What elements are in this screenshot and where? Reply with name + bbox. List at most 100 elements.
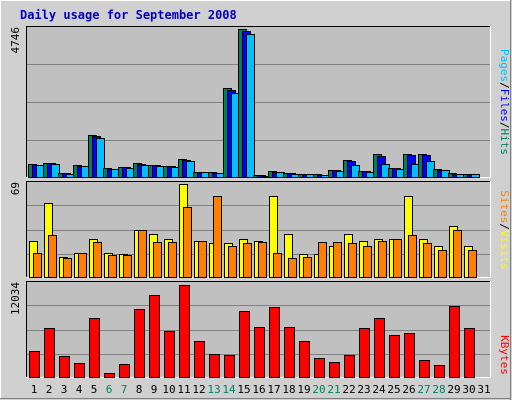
- x-tick-label: 10: [162, 383, 175, 396]
- bar-sites: [273, 253, 282, 278]
- bar-sites: [468, 250, 477, 278]
- bar-sites: [288, 258, 297, 278]
- bar-sites: [168, 242, 177, 278]
- legend-entry: Hits: [498, 129, 511, 156]
- x-tick-label: 15: [237, 383, 250, 396]
- legend-entry: Visits: [498, 230, 511, 270]
- bar-kbytes: [149, 295, 160, 378]
- legend-entry: Pages: [498, 49, 511, 82]
- bar-kbytes: [239, 311, 250, 378]
- bar-kbytes: [119, 364, 130, 378]
- x-tick-label: 2: [46, 383, 53, 396]
- legend-top: Pages/Files/Hits: [498, 49, 511, 155]
- bar-sites: [198, 241, 207, 278]
- x-tick-label: 28: [432, 383, 445, 396]
- bar-kbytes: [29, 351, 40, 378]
- x-tick-label: 12: [192, 383, 205, 396]
- bar-kbytes: [179, 285, 190, 378]
- x-tick-label: 26: [402, 383, 415, 396]
- x-tick-label: 8: [136, 383, 143, 396]
- bar-sites: [153, 242, 162, 278]
- bar-kbytes: [44, 328, 55, 378]
- panel-bottom: 12034 KBytes: [9, 281, 511, 378]
- bar-sites: [138, 230, 147, 278]
- x-tick-label: 11: [177, 383, 190, 396]
- bar-kbytes: [269, 307, 280, 378]
- x-axis-labels: 1 2 3 4 5 6 7 8 9 10 11 12 13 14 15 16 17 18 19 20 21 22 23 24 2…: [31, 383, 491, 396]
- bar-kbytes: [224, 355, 235, 378]
- x-tick-label: 6: [106, 383, 113, 396]
- y-max-label: 4746: [9, 27, 22, 54]
- bar-pages: [471, 174, 480, 178]
- bar-kbytes: [194, 341, 205, 378]
- bar-sites: [48, 235, 57, 278]
- bar-sites: [393, 239, 402, 278]
- x-tick-label: 23: [357, 383, 370, 396]
- bar-kbytes: [449, 306, 460, 378]
- bar-kbytes: [464, 328, 475, 378]
- x-tick-label: 7: [121, 383, 128, 396]
- x-tick-label: 13: [207, 383, 220, 396]
- chart-title: Daily usage for September 2008: [20, 8, 237, 22]
- bar-kbytes: [344, 355, 355, 378]
- bar-kbytes: [404, 333, 415, 378]
- x-tick-label: 22: [342, 383, 355, 396]
- bar-kbytes: [209, 354, 220, 378]
- bar-kbytes: [254, 327, 265, 378]
- panel-top: 4746 Pages/Files/Hits: [9, 26, 511, 178]
- x-tick-label: 27: [417, 383, 430, 396]
- bar-sites: [228, 246, 237, 278]
- bar-sites: [408, 235, 417, 278]
- x-tick-label: 31: [477, 383, 490, 396]
- x-tick-label: 25: [387, 383, 400, 396]
- bar-sites: [363, 246, 372, 278]
- bar-sites: [333, 242, 342, 278]
- x-tick-label: 19: [297, 383, 310, 396]
- bar-kbytes: [164, 331, 175, 378]
- bar-sites: [93, 242, 102, 278]
- x-tick-label: 21: [327, 383, 340, 396]
- bar-kbytes: [299, 341, 310, 378]
- x-tick-label: 3: [61, 383, 68, 396]
- bar-kbytes: [74, 363, 85, 378]
- bar-sites: [303, 257, 312, 278]
- bar-pages: [96, 138, 105, 178]
- bar-sites: [108, 255, 117, 278]
- bar-kbytes: [374, 318, 385, 378]
- bar-kbytes: [59, 356, 70, 378]
- bar-sites: [318, 242, 327, 278]
- legend-middle: Sites/Visits: [498, 190, 511, 270]
- bar-kbytes: [434, 365, 445, 378]
- bar-sites: [63, 258, 72, 278]
- x-tick-label: 18: [282, 383, 295, 396]
- legend-entry: Sites: [498, 190, 511, 223]
- bar-sites: [213, 196, 222, 278]
- bar-pages: [51, 164, 60, 178]
- legend-entry: /: [498, 122, 511, 129]
- x-tick-label: 20: [312, 383, 325, 396]
- chart-panels: 4746 Pages/Files/Hits 69Sites/Visits12034K…: [9, 26, 511, 378]
- x-tick-label: 24: [372, 383, 386, 396]
- bar-sites: [438, 250, 447, 278]
- legend-bottom: KBytes: [498, 335, 511, 375]
- x-tick-label: 5: [91, 383, 98, 396]
- bar-sites: [33, 253, 42, 278]
- bar-sites: [378, 241, 387, 278]
- bar-sites: [258, 242, 267, 278]
- bar-pages: [186, 161, 195, 178]
- bar-sites: [423, 243, 432, 278]
- bar-sites: [453, 230, 462, 278]
- x-tick-label: 16: [252, 383, 265, 396]
- x-tick-label: 17: [267, 383, 280, 396]
- x-tick-label: 9: [151, 383, 158, 396]
- bar-kbytes: [284, 327, 295, 378]
- bar-kbytes: [389, 335, 400, 378]
- panel-middle: 69 Sites/Visits: [9, 181, 511, 278]
- bar-sites: [243, 243, 252, 278]
- bar-kbytes: [104, 373, 115, 378]
- x-tick-label: 14: [222, 383, 236, 396]
- x-tick-label: 29: [447, 383, 460, 396]
- x-tick-label: 30: [462, 383, 475, 396]
- legend-entry: /: [498, 82, 511, 89]
